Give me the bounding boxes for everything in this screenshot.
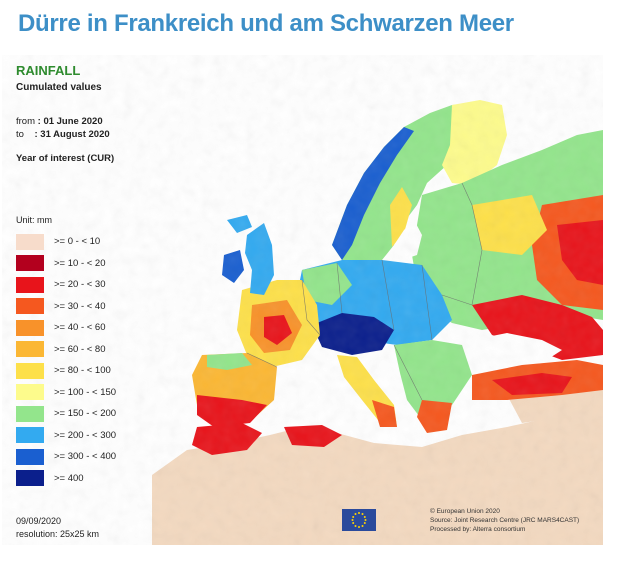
legend-item: >= 60 - < 80	[16, 339, 116, 361]
legend-label: >= 10 - < 20	[54, 257, 106, 269]
legend-label: >= 400	[54, 472, 84, 484]
legend-unit: Unit: mm	[16, 215, 52, 225]
legend-swatch	[16, 298, 44, 315]
period: from : 01 June 2020 to : 31 August 2020	[16, 115, 110, 141]
legend-item: >= 400	[16, 468, 116, 490]
legend-swatch	[16, 448, 44, 465]
legend-label: >= 150 - < 200	[54, 408, 117, 420]
map-date: 09/09/2020	[16, 516, 62, 526]
credit-line: © European Union 2020	[430, 508, 500, 515]
legend-swatch	[16, 470, 44, 487]
legend-item: >= 40 - < 60	[16, 317, 116, 339]
legend: >= 0 - < 10 >= 10 - < 20 >= 20 - < 30 >= 30…	[16, 231, 116, 489]
legend-label: >= 0 - < 10	[54, 236, 101, 248]
europe-rainfall-map	[2, 55, 603, 545]
legend-item: >= 30 - < 40	[16, 296, 116, 318]
legend-swatch	[16, 276, 44, 293]
rainfall-map-figure: RAINFALL Cumulated values from : 01 June…	[2, 55, 603, 545]
map-resolution: resolution: 25x25 km	[16, 529, 100, 539]
map-subtitle: Cumulated values	[16, 82, 102, 93]
legend-item: >= 0 - < 10	[16, 231, 116, 253]
legend-item: >= 10 - < 20	[16, 253, 116, 275]
from-label: from	[16, 116, 35, 127]
eu-stars-icon	[351, 512, 367, 528]
from-value: : 01 June 2020	[37, 116, 103, 127]
legend-swatch	[16, 319, 44, 336]
to-value: : 31 August 2020	[34, 129, 110, 140]
legend-label: >= 60 - < 80	[54, 343, 106, 355]
map-title: RAINFALL	[16, 63, 81, 78]
legend-item: >= 80 - < 100	[16, 360, 116, 382]
to-label: to	[16, 129, 24, 140]
legend-item: >= 200 - < 300	[16, 425, 116, 447]
legend-label: >= 40 - < 60	[54, 322, 106, 334]
legend-item: >= 300 - < 400	[16, 446, 116, 468]
legend-label: >= 30 - < 40	[54, 300, 106, 312]
year-of-interest: Year of interest (CUR)	[16, 153, 115, 164]
eu-flag-logo	[342, 509, 376, 531]
credit-line: Source: Joint Research Centre (JRC MARS4…	[430, 517, 580, 524]
legend-item: >= 150 - < 200	[16, 403, 116, 425]
legend-label: >= 200 - < 300	[54, 429, 117, 441]
legend-label: >= 100 - < 150	[54, 386, 117, 398]
legend-swatch	[16, 362, 44, 379]
legend-label: >= 300 - < 400	[54, 451, 117, 463]
legend-swatch	[16, 255, 44, 272]
page-headline: Dürre in Frankreich und am Schwarzen Mee…	[18, 10, 514, 37]
legend-item: >= 100 - < 150	[16, 382, 116, 404]
legend-swatch	[16, 233, 44, 250]
legend-swatch	[16, 427, 44, 444]
legend-label: >= 80 - < 100	[54, 365, 111, 377]
legend-item: >= 20 - < 30	[16, 274, 116, 296]
legend-swatch	[16, 405, 44, 422]
credit-line: Processed by: Alterra consortium	[430, 526, 526, 533]
legend-swatch	[16, 341, 44, 358]
credits: © European Union 2020 Source: Joint Rese…	[430, 507, 579, 534]
legend-label: >= 20 - < 30	[54, 279, 106, 291]
legend-swatch	[16, 384, 44, 401]
